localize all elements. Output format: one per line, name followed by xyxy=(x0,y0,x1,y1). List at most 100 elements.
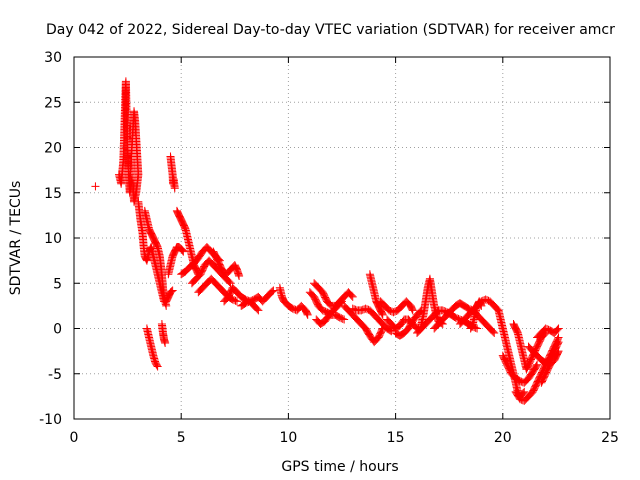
series-mid-spike xyxy=(166,152,179,193)
data-point xyxy=(177,270,186,279)
data-point xyxy=(332,311,341,320)
data-point xyxy=(512,374,521,383)
data-point xyxy=(476,300,485,309)
data-point xyxy=(333,312,342,321)
series-tail-22h-b xyxy=(537,347,563,387)
y-tick-label: 5 xyxy=(53,276,62,292)
data-point xyxy=(458,300,467,309)
data-markers xyxy=(91,77,563,405)
data-point xyxy=(513,375,522,384)
series-negative-dip xyxy=(142,324,162,371)
data-point xyxy=(161,338,170,347)
data-point xyxy=(179,247,188,256)
data-point xyxy=(408,306,417,315)
data-point xyxy=(178,269,187,278)
y-tick-label: -5 xyxy=(48,367,62,383)
y-tick-label: 10 xyxy=(44,231,62,247)
x-tick-label: 15 xyxy=(387,430,405,446)
data-point xyxy=(347,291,356,300)
data-point xyxy=(395,331,404,340)
data-point xyxy=(449,312,458,321)
data-point xyxy=(226,279,235,288)
data-point xyxy=(511,374,520,383)
data-point xyxy=(408,305,417,314)
data-point xyxy=(338,314,347,323)
grid-lines xyxy=(74,57,610,419)
series-early-spike-up xyxy=(115,77,136,197)
data-point xyxy=(317,319,326,328)
data-point xyxy=(253,305,262,314)
data-point xyxy=(537,356,546,365)
data-point xyxy=(303,309,312,318)
series-small-dip xyxy=(157,319,170,347)
data-point xyxy=(553,339,562,348)
data-point xyxy=(386,326,395,335)
series-spike-14h xyxy=(365,270,387,319)
data-point xyxy=(477,301,486,310)
series-arc-19h xyxy=(466,297,486,333)
data-point xyxy=(268,287,277,296)
y-tick-label: 25 xyxy=(44,95,62,111)
data-point xyxy=(286,303,295,312)
data-point xyxy=(391,329,400,338)
data-point xyxy=(303,310,312,319)
x-tick-label: 20 xyxy=(494,430,512,446)
series-lone-point xyxy=(91,182,100,191)
series-arc-5h-c xyxy=(162,286,177,306)
axis-ticks: 0 5 10 15 20 25 -10 -5 0 5 10 15 20 25 30 xyxy=(39,50,619,446)
y-axis-label: SDTVAR / TECUs xyxy=(8,181,24,296)
x-tick-label: 10 xyxy=(279,430,297,446)
y-tick-label: 30 xyxy=(44,50,62,66)
data-point xyxy=(152,361,161,370)
data-point xyxy=(170,184,179,193)
data-point xyxy=(338,297,346,306)
data-point xyxy=(237,292,246,301)
x-tick-label: 0 xyxy=(70,430,79,446)
data-point xyxy=(387,327,396,336)
data-point xyxy=(459,301,468,310)
series-tail-22h xyxy=(533,324,563,342)
data-point xyxy=(520,387,529,396)
data-point xyxy=(284,301,293,310)
data-point xyxy=(348,292,357,301)
data-point xyxy=(267,288,276,297)
x-tick-label: 5 xyxy=(177,430,186,446)
y-tick-label: 15 xyxy=(44,186,62,202)
data-point xyxy=(238,293,247,302)
data-point xyxy=(378,309,387,318)
data-point xyxy=(384,325,393,334)
y-tick-label: -10 xyxy=(39,412,62,428)
data-point xyxy=(340,315,349,324)
data-point xyxy=(460,301,469,310)
series-arc-15h xyxy=(376,297,417,317)
data-point xyxy=(269,286,278,295)
series-arc-10h xyxy=(275,283,312,319)
series-arc-16h xyxy=(417,274,447,328)
data-point xyxy=(396,331,405,340)
data-point xyxy=(461,302,470,311)
data-point xyxy=(235,272,244,281)
data-point xyxy=(489,327,498,336)
data-point xyxy=(128,179,137,188)
series-arc-15h-c xyxy=(391,306,426,340)
series-arc-13h-b xyxy=(348,304,396,336)
series-descent-20h-b xyxy=(498,351,542,387)
data-point xyxy=(553,325,562,334)
data-point xyxy=(91,182,100,191)
data-point xyxy=(316,319,325,328)
data-point xyxy=(383,324,392,333)
series-cluster-6h-b xyxy=(187,256,235,288)
series-early-spike-b xyxy=(125,107,143,206)
x-tick-label: 25 xyxy=(601,430,619,446)
data-point xyxy=(166,288,175,297)
data-point xyxy=(167,287,176,296)
data-point xyxy=(451,301,460,310)
data-point xyxy=(456,299,465,308)
data-point xyxy=(177,245,186,254)
plot-frame xyxy=(73,56,611,420)
data-point xyxy=(336,298,345,307)
series-arc-5h-b xyxy=(164,243,188,279)
y-tick-label: 0 xyxy=(53,322,62,338)
chart-title: Day 042 of 2022, Sidereal Day-to-day VTE… xyxy=(46,22,615,38)
series-arc-7h xyxy=(209,247,244,281)
